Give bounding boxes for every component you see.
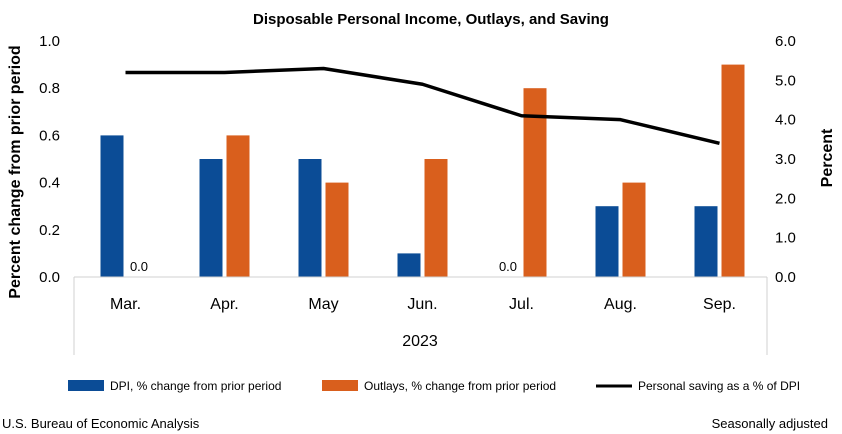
y-left-tick-label: 0.0 [39, 269, 60, 286]
y-left-tick-label: 0.8 [39, 80, 60, 97]
legend-label-saving: Personal saving as a % of DPI [638, 379, 800, 393]
y-axis-left-label: Percent change from prior period [7, 45, 24, 298]
adjustment-note: Seasonally adjusted [712, 416, 828, 431]
bar-outlays [523, 88, 547, 277]
right-axis: 0.0 1.0 2.0 3.0 4.0 5.0 6.0 [775, 33, 796, 286]
y-right-tick-label: 1.0 [775, 230, 796, 247]
saving-line [125, 66, 720, 145]
chart-title: Disposable Personal Income, Outlays, and… [253, 11, 609, 28]
legend-swatch-outlays [322, 380, 358, 391]
y-right-tick-label: 6.0 [775, 33, 796, 50]
legend-label-dpi: DPI, % change from prior period [110, 379, 281, 393]
bar-dpi [397, 253, 421, 277]
x-tick-label: Jun. [407, 296, 437, 313]
bar-outlays [424, 159, 448, 277]
data-label: 0.0 [130, 259, 148, 274]
x-tick-label: Aug. [604, 296, 637, 313]
category-dividers [73, 277, 768, 355]
bars [100, 64, 745, 277]
x-tick-label: May [308, 296, 338, 313]
y-right-tick-label: 3.0 [775, 151, 796, 168]
bar-dpi [100, 135, 124, 277]
bar-dpi [199, 159, 223, 277]
legend: DPI, % change from prior period Outlays,… [68, 379, 800, 393]
y-axis-right-label: Percent [819, 128, 836, 187]
category-labels: Mar. Apr. May Jun. Jul. Aug. Sep. [110, 296, 736, 313]
y-left-tick-label: 0.2 [39, 222, 60, 239]
data-label: 0.0 [499, 259, 517, 274]
x-tick-label: Jul. [509, 296, 534, 313]
bar-dpi [595, 206, 619, 277]
saving-rate-line [125, 66, 720, 145]
left-axis: 0.0 0.2 0.4 0.6 0.8 1.0 [39, 33, 60, 286]
y-left-tick-label: 0.6 [39, 127, 60, 144]
x-tick-label: Apr. [210, 296, 238, 313]
y-right-tick-label: 0.0 [775, 269, 796, 286]
y-right-tick-label: 4.0 [775, 112, 796, 129]
y-right-tick-label: 5.0 [775, 72, 796, 89]
y-right-tick-label: 2.0 [775, 190, 796, 207]
x-tick-label: Mar. [110, 296, 141, 313]
y-left-tick-label: 0.4 [39, 175, 60, 192]
legend-swatch-dpi [68, 380, 104, 391]
y-left-tick-label: 1.0 [39, 33, 60, 50]
bar-dpi [694, 206, 718, 277]
x-tick-label: Sep. [703, 296, 736, 313]
bar-outlays [226, 135, 250, 277]
year-label: 2023 [402, 333, 438, 350]
bar-outlays [721, 64, 745, 277]
source-note: U.S. Bureau of Economic Analysis [2, 416, 200, 431]
data-labels: 0.0 0.0 [130, 259, 517, 274]
bar-dpi [298, 159, 322, 277]
legend-label-outlays: Outlays, % change from prior period [364, 379, 556, 393]
bar-outlays [622, 182, 646, 277]
bar-outlays [325, 182, 349, 277]
